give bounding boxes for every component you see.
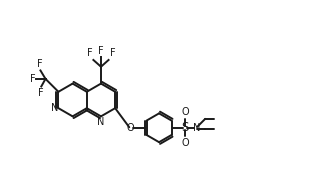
Text: O: O <box>127 123 135 133</box>
Text: F: F <box>98 46 104 56</box>
Text: N: N <box>51 103 58 113</box>
Text: N: N <box>97 117 105 127</box>
Text: F: F <box>30 74 35 84</box>
Text: F: F <box>38 88 44 98</box>
Text: F: F <box>109 48 115 58</box>
Text: S: S <box>181 121 188 134</box>
Text: F: F <box>87 48 92 58</box>
Text: N: N <box>193 123 200 133</box>
Text: O: O <box>181 138 189 148</box>
Text: O: O <box>181 107 189 117</box>
Text: F: F <box>37 59 43 69</box>
